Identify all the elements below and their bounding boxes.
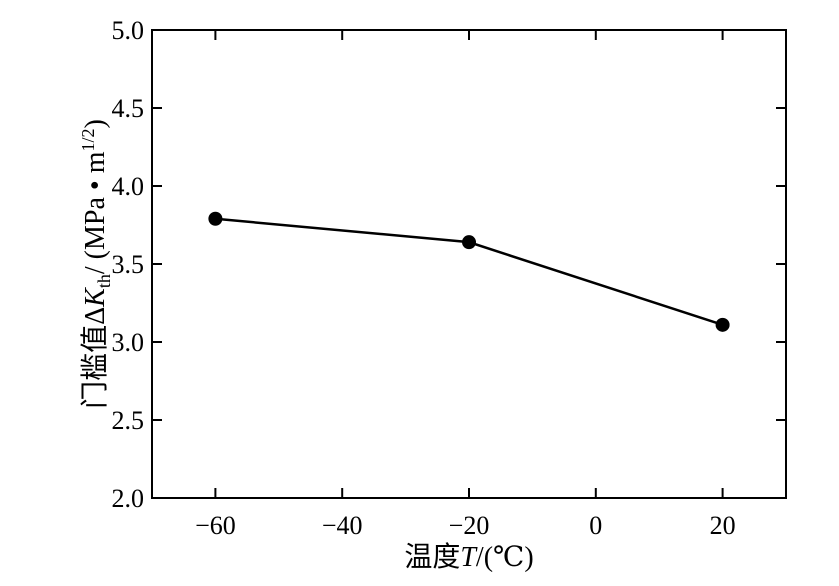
axis-ticks [152,29,786,499]
x-tick-label: −60 [195,511,236,540]
x-tick-label: 0 [589,511,602,540]
x-tick-labels: −60 −40 −20 0 20 [195,511,736,540]
y-tick-label: 3.0 [112,328,145,357]
x-tick-label: 20 [710,511,736,540]
y-tick-labels: 2.0 2.5 3.0 3.5 4.0 4.5 5.0 [112,16,145,513]
x-tick-label: −40 [322,511,363,540]
y-axis-title: 门槛值ΔKth/ (MPa • m1/2) [78,119,114,409]
series-line [215,217,723,327]
data-points [208,211,730,332]
y-tick-label: 2.0 [112,484,145,513]
x-tick-label: −20 [449,511,490,540]
data-point [715,317,730,332]
y-tick-label: 3.5 [112,250,145,279]
plot-frame [151,29,787,499]
y-tick-label: 4.5 [112,94,145,123]
data-point [462,235,476,250]
x-axis-title: 温度T/(℃) [404,541,533,573]
y-tick-label: 5.0 [112,16,145,45]
y-tick-label: 2.5 [112,406,145,435]
data-point [208,211,223,226]
y-tick-label: 4.0 [112,172,145,201]
